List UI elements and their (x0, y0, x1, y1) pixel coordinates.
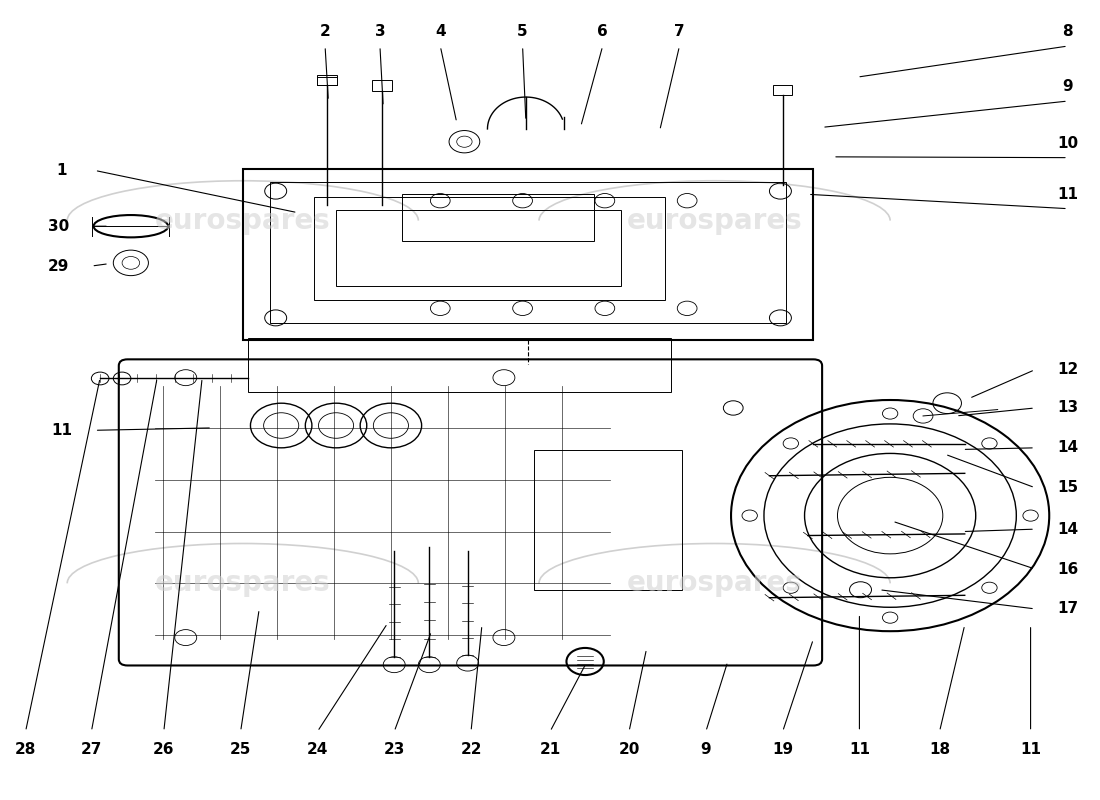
Bar (318, 74, 337, 85)
Text: 28: 28 (14, 742, 36, 757)
Text: 26: 26 (153, 742, 175, 757)
Bar (315, 197, 666, 300)
Text: 10: 10 (1057, 136, 1078, 150)
Text: 2: 2 (320, 24, 330, 39)
Text: 11: 11 (849, 742, 870, 757)
Text: 25: 25 (230, 742, 251, 757)
Text: 23: 23 (384, 742, 405, 757)
Text: eurospares: eurospares (627, 206, 803, 234)
Bar (402, 194, 594, 241)
Text: 5: 5 (517, 24, 528, 39)
Bar (271, 182, 785, 322)
Text: 7: 7 (674, 24, 685, 39)
Text: 21: 21 (539, 742, 561, 757)
Text: 24: 24 (307, 742, 328, 757)
Text: 19: 19 (772, 742, 793, 757)
Text: 4: 4 (434, 24, 446, 39)
Text: 22: 22 (460, 742, 482, 757)
Text: 13: 13 (1057, 401, 1078, 415)
Text: 20: 20 (618, 742, 640, 757)
Text: 11: 11 (1020, 742, 1041, 757)
Text: 9: 9 (1063, 79, 1074, 94)
Bar (336, 210, 622, 286)
Bar (249, 338, 671, 392)
Text: 16: 16 (1057, 562, 1078, 577)
Text: 27: 27 (80, 742, 102, 757)
Text: 9: 9 (701, 742, 711, 757)
Text: eurospares: eurospares (155, 206, 331, 234)
Text: 11: 11 (1057, 187, 1078, 202)
Text: 15: 15 (1057, 480, 1078, 495)
Text: 8: 8 (1063, 24, 1074, 39)
Text: 1: 1 (56, 163, 67, 178)
Bar (372, 80, 392, 90)
Text: 29: 29 (47, 258, 69, 274)
Text: 17: 17 (1057, 602, 1078, 616)
Bar (243, 169, 813, 340)
Text: 3: 3 (375, 24, 385, 39)
Text: eurospares: eurospares (627, 570, 803, 598)
Text: 30: 30 (47, 218, 69, 234)
Text: 14: 14 (1057, 522, 1078, 537)
Bar (534, 450, 682, 590)
Text: 18: 18 (930, 742, 950, 757)
Text: 6: 6 (597, 24, 608, 39)
Text: eurospares: eurospares (155, 570, 331, 598)
Text: 11: 11 (52, 422, 73, 438)
Text: 14: 14 (1057, 440, 1078, 455)
Text: 12: 12 (1057, 362, 1078, 378)
Bar (772, 85, 792, 94)
